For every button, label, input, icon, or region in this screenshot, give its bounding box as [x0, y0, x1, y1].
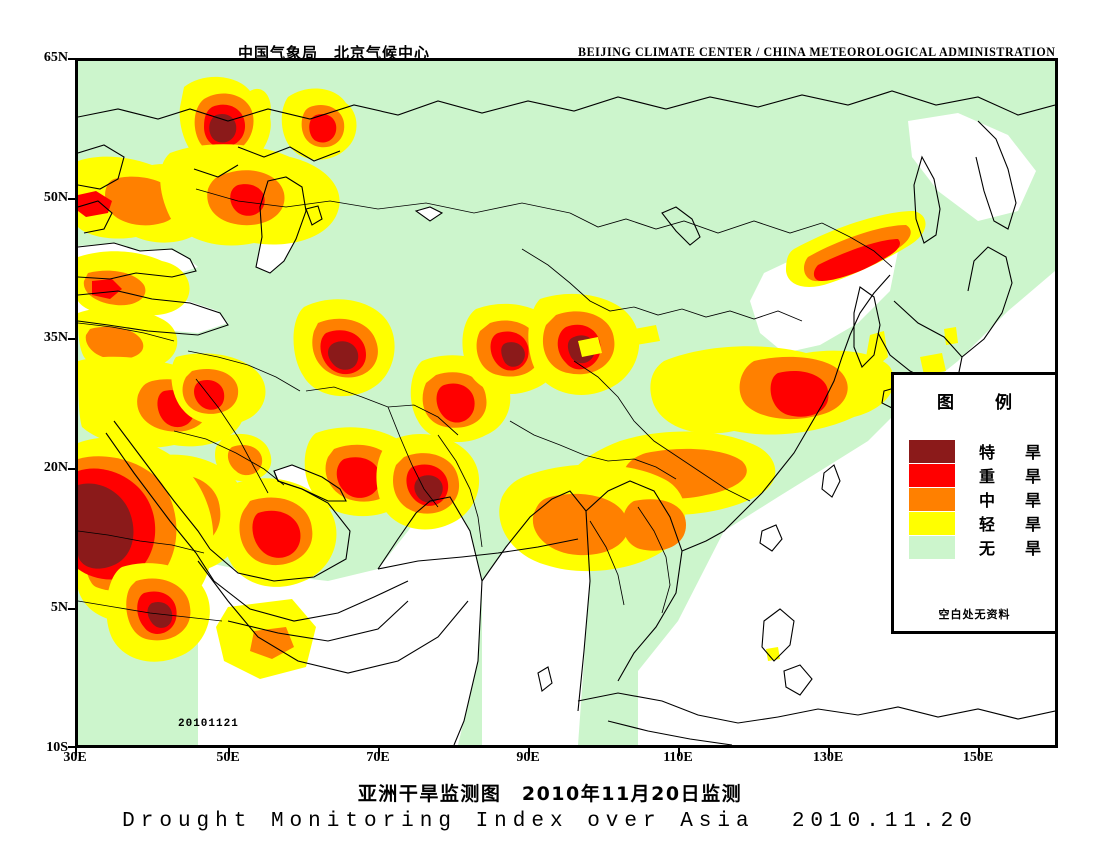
coastlines — [78, 90, 1055, 745]
xtick-70e: 70E — [366, 750, 390, 765]
legend-label-light: 轻 旱 — [979, 515, 1049, 534]
legend-label-none: 无 旱 — [979, 539, 1049, 558]
country-borders — [78, 188, 893, 622]
ytick-5n: 5N — [50, 600, 68, 615]
drought-patch-mongolia — [634, 325, 660, 345]
legend-panel[interactable]: 图 例 特 旱 重 旱 中 旱 轻 旱 无 旱 空白处无资料 — [891, 372, 1058, 634]
drought-region-persian-gulf — [222, 478, 337, 587]
drought-patch-philippines — [766, 647, 780, 661]
drought-region-turkmenistan — [293, 299, 395, 397]
drought-region-north-china-plain — [650, 346, 894, 435]
legend-label-extreme: 特 旱 — [979, 443, 1049, 462]
xtick-mark-70e — [378, 748, 380, 756]
drought-index-layer — [78, 76, 958, 679]
drought-patch-tibet — [578, 337, 602, 357]
drought-patch-japan-1 — [944, 327, 958, 345]
ytick-mark-10s — [68, 746, 76, 748]
xtick-mark-30e — [75, 748, 77, 756]
ytick-mark-20n — [68, 468, 76, 470]
ytick-10s: 10S — [46, 740, 68, 755]
legend-item-none[interactable]: 无 旱 — [909, 535, 1055, 559]
legend-item-severe[interactable]: 重 旱 — [909, 463, 1055, 487]
map-layers — [78, 61, 1055, 745]
ytick-35n: 35N — [43, 330, 68, 345]
legend-swatch-light — [909, 511, 955, 535]
xtick-mark-50e — [228, 748, 230, 756]
drought-patch-gansu — [674, 387, 690, 401]
xtick-mark-110e — [678, 748, 680, 756]
map-title-chinese: 亚洲干旱监测图 2010年11月20日监测 — [357, 783, 743, 805]
ytick-65n: 65N — [43, 50, 68, 65]
drought-region-iran-west — [171, 353, 266, 426]
ytick-50n: 50N — [43, 190, 68, 205]
map-canvas — [78, 61, 1055, 745]
legend-item-light[interactable]: 轻 旱 — [909, 511, 1055, 535]
xtick-90e: 90E — [516, 750, 540, 765]
xtick-110e: 110E — [663, 750, 693, 765]
drought-region-west-siberia-2 — [281, 88, 357, 160]
legend-items: 特 旱 重 旱 中 旱 轻 旱 无 旱 — [894, 439, 1055, 559]
ytick-mark-50n — [68, 198, 76, 200]
legend-title: 图 例 — [937, 393, 1024, 413]
legend-note: 空白处无资料 — [938, 608, 1011, 621]
legend-label-severe: 重 旱 — [979, 467, 1049, 486]
xtick-130e: 130E — [812, 750, 844, 765]
drought-region-yunnan-indochina — [499, 464, 686, 572]
legend-item-moderate[interactable]: 中 旱 — [909, 487, 1055, 511]
legend-swatch-none — [909, 535, 955, 559]
drought-region-ne-china-border — [786, 211, 926, 287]
xtick-150e: 150E — [962, 750, 994, 765]
ytick-20n: 20N — [43, 460, 68, 475]
drought-region-caucasus — [78, 251, 190, 316]
drought-region-yemen — [106, 563, 210, 662]
ytick-mark-35n — [68, 338, 76, 340]
legend-swatch-severe — [909, 463, 955, 487]
legend-item-extreme[interactable]: 特 旱 — [909, 439, 1055, 463]
legend-swatch-moderate — [909, 487, 955, 511]
map-title-english: Drought Monitoring Index over Asia 2010.… — [122, 810, 978, 833]
drought-region-anatolia — [78, 307, 178, 372]
drought-region-kazakhstan — [160, 144, 340, 246]
legend-label-moderate: 中 旱 — [979, 491, 1049, 510]
xtick-50e: 50E — [216, 750, 240, 765]
xtick-mark-90e — [528, 748, 530, 756]
xtick-mark-130e — [828, 748, 830, 756]
drought-patch-japan-2 — [920, 353, 946, 375]
agency-header-english: BEIJING CLIMATE CENTER / CHINA METEOROLO… — [578, 45, 1056, 59]
generation-timestamp: 20101121 — [178, 718, 239, 730]
ytick-mark-5n — [68, 608, 76, 610]
xtick-mark-150e — [978, 748, 980, 756]
ytick-mark-65n — [68, 58, 76, 60]
xtick-30e: 30E — [63, 750, 87, 765]
agency-header-chinese: 中国气象局 北京气候中心 — [238, 44, 431, 62]
legend-swatch-extreme — [909, 439, 955, 463]
